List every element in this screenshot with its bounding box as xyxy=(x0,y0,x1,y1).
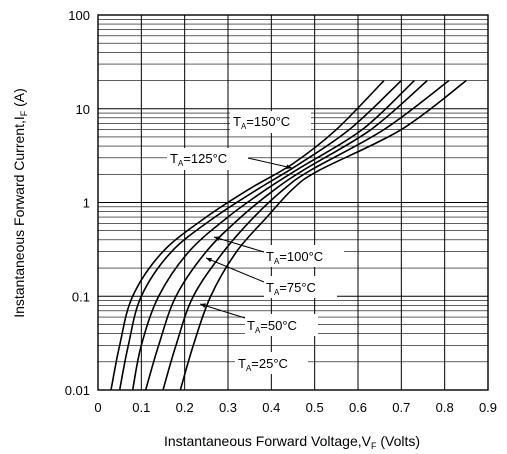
x-tick-label: 0 xyxy=(94,400,101,415)
label-leader-line xyxy=(199,303,246,319)
curve-series-3 xyxy=(144,79,428,391)
x-tick-label: 0.7 xyxy=(392,400,410,415)
y-tick-label: 0.1 xyxy=(72,289,90,304)
label-leader-arrowhead xyxy=(200,303,206,308)
x-tick-label: 0.5 xyxy=(306,400,324,415)
curve-series-2 xyxy=(131,79,415,391)
label-leader-arrowhead xyxy=(214,236,220,241)
curve-label-background xyxy=(264,245,344,267)
curve-label-2: TA=100°C xyxy=(266,249,323,266)
axis-ticks: 0 0.1 0.2 0.3 0.4 0.5 0.6 0.7 0.8 0.9 0.01 0.1 1 10 10… xyxy=(65,8,497,415)
curve-series-1 xyxy=(118,79,402,391)
curve-label-1: TA=125°C xyxy=(170,151,227,168)
curve-label-0: TA=150°C xyxy=(233,114,290,131)
curve-label-leaders xyxy=(199,157,293,319)
curve-label-background xyxy=(264,276,337,298)
x-tick-label: 0.2 xyxy=(176,400,194,415)
chart-curves xyxy=(110,79,467,391)
curve-label-5: TA=25°C xyxy=(238,356,288,373)
label-leader-line xyxy=(213,236,265,253)
x-tick-label: 0.9 xyxy=(479,400,497,415)
y-tick-label: 0.01 xyxy=(65,383,90,398)
axis-titles: Instantaneous Forward Voltage,VF (Volts)… xyxy=(11,88,420,451)
curve-label-background xyxy=(235,352,308,374)
curve-series-4 xyxy=(162,79,450,391)
y-tick-label: 100 xyxy=(68,8,90,23)
x-tick-label: 0.4 xyxy=(262,400,280,415)
x-tick-label: 0.1 xyxy=(132,400,150,415)
curve-series-5 xyxy=(179,79,467,391)
curve-label-background xyxy=(245,314,318,336)
x-tick-label: 0.6 xyxy=(349,400,367,415)
y-tick-label: 1 xyxy=(83,196,90,211)
x-axis-title: Instantaneous Forward Voltage,VF (Volts) xyxy=(164,433,420,451)
y-axis-title: Instantaneous Forward Current,IF (A) xyxy=(11,88,29,318)
curve-label-background xyxy=(167,148,248,170)
x-tick-label: 0.8 xyxy=(436,400,454,415)
plot-frame xyxy=(97,14,489,391)
y-tick-label: 10 xyxy=(76,102,90,117)
curve-label-3: TA=75°C xyxy=(266,280,316,297)
curve-label-background xyxy=(230,111,311,133)
curve-series-0 xyxy=(110,79,385,391)
label-leader-line xyxy=(205,257,265,283)
x-tick-label: 0.3 xyxy=(219,400,237,415)
label-leader-line xyxy=(247,157,293,169)
curve-label-4: TA=50°C xyxy=(247,318,297,335)
label-leader-arrowhead xyxy=(206,257,212,263)
curve-labels: TA=150°C TA=125°C TA=100°C TA=75°C TA=50°C TA… xyxy=(167,111,344,374)
label-leader-arrowhead xyxy=(286,164,292,170)
chart-grid xyxy=(97,14,489,391)
